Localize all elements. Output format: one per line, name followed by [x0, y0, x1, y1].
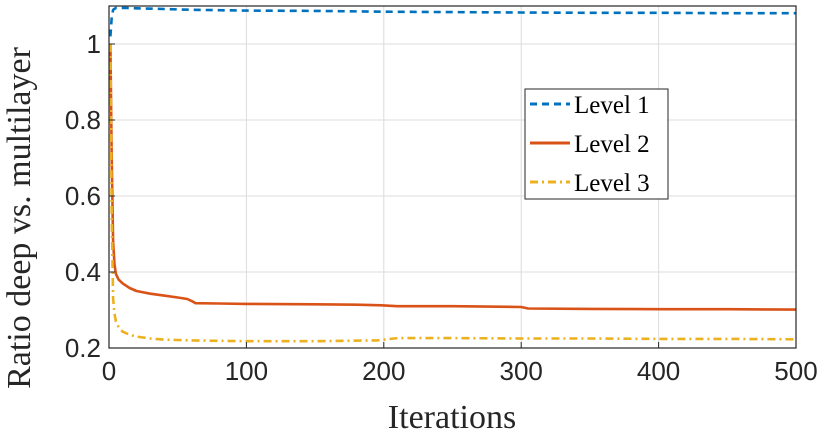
series-line-level-3	[109, 43, 797, 343]
series-line-level-1	[109, 6, 796, 37]
y-tick-label: 1	[87, 29, 101, 59]
y-tick-label: 0.8	[65, 105, 101, 135]
x-tick-label: 0	[102, 356, 116, 386]
ticks	[108, 43, 797, 349]
series-layer	[109, 6, 797, 343]
plot-frame	[108, 5, 797, 349]
x-tick-label: 100	[225, 356, 268, 386]
legend-label-level-1: Level 1	[574, 92, 650, 119]
x-tick-label: 200	[362, 356, 405, 386]
x-axis-title: Iterations	[388, 399, 516, 435]
series-line-level-2	[109, 43, 797, 311]
legend-label-level-3: Level 3	[574, 170, 650, 197]
y-tick-label: 0.4	[65, 257, 101, 287]
x-tick-labels: 0 100 200 300 400 500	[102, 356, 818, 386]
x-tick-label: 500	[774, 356, 817, 386]
legend-label-level-2: Level 2	[574, 131, 650, 158]
y-tick-labels: 0.2 0.4 0.6 0.8 1	[65, 29, 101, 363]
x-tick-label: 400	[637, 356, 680, 386]
x-tick-label: 300	[500, 356, 543, 386]
plot-area	[109, 6, 796, 348]
y-tick-label: 0.2	[65, 333, 101, 363]
legend: Level 1 Level 2 Level 3	[524, 88, 669, 200]
y-axis-title: Ratio deep vs. multilayer	[1, 46, 38, 388]
y-tick-label: 0.6	[65, 181, 101, 211]
